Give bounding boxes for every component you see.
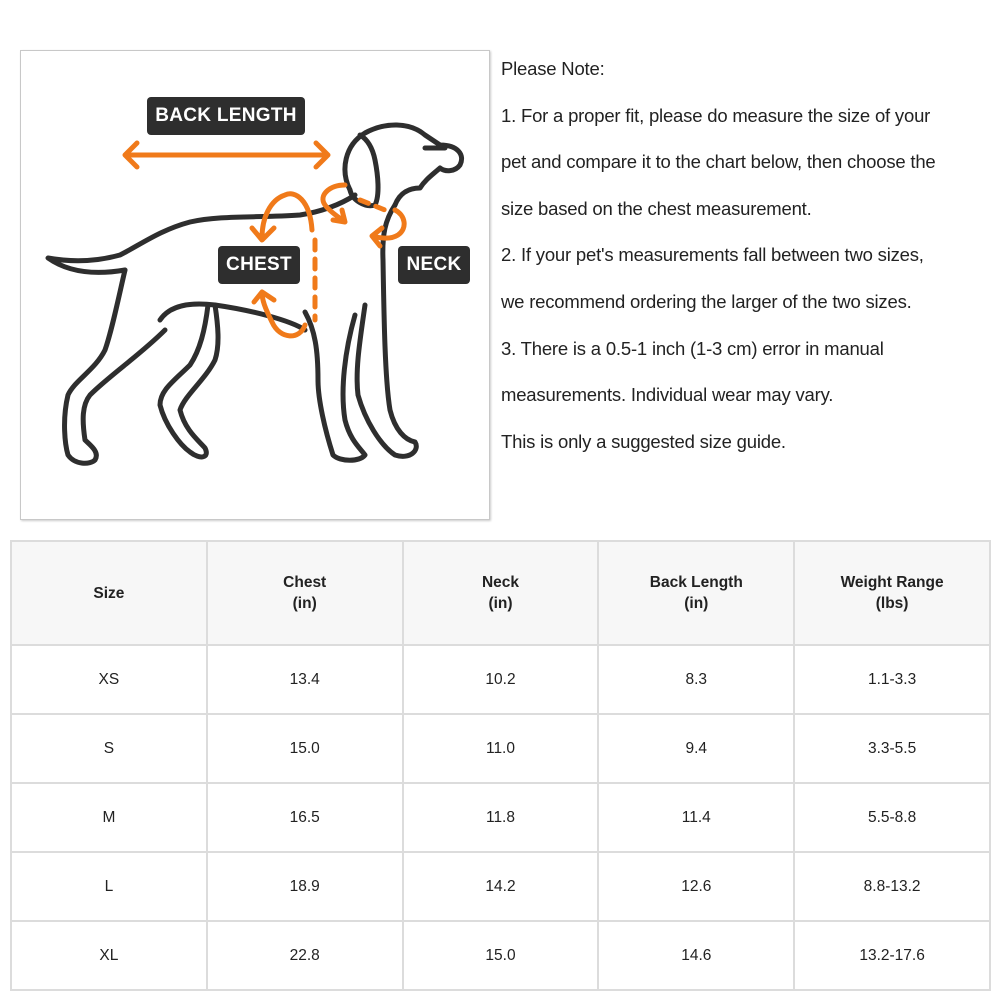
table-row: L 18.9 14.2 12.6 8.8-13.2 bbox=[10, 851, 991, 922]
chest-arrow-top bbox=[249, 191, 315, 243]
cell-chest: 13.4 bbox=[205, 644, 404, 715]
table-row: M 16.5 11.8 11.4 5.5-8.8 bbox=[10, 782, 991, 853]
table-row: XS 13.4 10.2 8.3 1.1-3.3 bbox=[10, 644, 991, 715]
neck-arrow-left bbox=[320, 182, 348, 225]
cell-chest: 16.5 bbox=[205, 782, 404, 853]
cell-chest: 22.8 bbox=[205, 920, 404, 991]
header-weight-range: Weight Range (lbs) bbox=[793, 540, 991, 646]
neck-dashed-line bbox=[357, 197, 393, 215]
cell-back-length: 9.4 bbox=[597, 713, 796, 784]
chest-label: CHEST bbox=[218, 246, 300, 284]
header-label: Weight Range bbox=[840, 574, 944, 591]
cell-neck: 10.2 bbox=[401, 644, 600, 715]
note-line: measurements. Individual wear may vary. bbox=[501, 384, 834, 406]
dog-outline bbox=[45, 122, 465, 466]
table-row: S 15.0 11.0 9.4 3.3-5.5 bbox=[10, 713, 991, 784]
cell-size: L bbox=[10, 851, 208, 922]
table-header-row: Size Chest (in) Neck (in) Back Length (in) … bbox=[10, 540, 991, 646]
header-label: Neck bbox=[481, 574, 520, 591]
dog-measurement-illustration-icon bbox=[45, 122, 465, 466]
note-line: we recommend ordering the larger of the … bbox=[501, 290, 912, 312]
header-unit: (in) bbox=[292, 595, 317, 612]
cell-size: XS bbox=[10, 644, 208, 715]
header-size: Size bbox=[10, 540, 208, 646]
header-label: Back Length bbox=[649, 574, 743, 591]
header-unit: (in) bbox=[684, 595, 709, 612]
note-line: 2. If your pet's measurements fall betwe… bbox=[501, 244, 924, 266]
cell-back-length: 12.6 bbox=[597, 851, 796, 922]
chest-arrow-bottom bbox=[251, 289, 308, 339]
header-neck: Neck (in) bbox=[401, 540, 600, 646]
cell-weight-range: 13.2-17.6 bbox=[793, 920, 991, 991]
cell-chest: 15.0 bbox=[205, 713, 404, 784]
cell-back-length: 14.6 bbox=[597, 920, 796, 991]
cell-neck: 11.0 bbox=[401, 713, 600, 784]
table-row: XL 22.8 15.0 14.6 13.2-17.6 bbox=[10, 920, 991, 991]
cell-size: XL bbox=[10, 920, 208, 991]
cell-neck: 14.2 bbox=[401, 851, 600, 922]
cell-size: S bbox=[10, 713, 208, 784]
cell-weight-range: 8.8-13.2 bbox=[793, 851, 991, 922]
header-unit: (lbs) bbox=[875, 595, 909, 612]
dog-measurement-figure: BACK LENGTH CHEST NECK bbox=[20, 50, 490, 520]
header-label: Size bbox=[93, 584, 125, 602]
cell-size: M bbox=[10, 782, 208, 853]
note-line: size based on the chest measurement. bbox=[501, 197, 812, 219]
header-label: Chest bbox=[283, 574, 327, 591]
neck-label: NECK bbox=[398, 246, 470, 284]
cell-back-length: 8.3 bbox=[597, 644, 796, 715]
neck-arrow-right bbox=[369, 207, 407, 249]
note-line: 1. For a proper fit, please do measure t… bbox=[501, 104, 931, 126]
size-chart-table: Size Chest (in) Neck (in) Back Length (in) … bbox=[10, 540, 991, 991]
back-length-label: BACK LENGTH bbox=[147, 97, 305, 135]
back-length-arrow bbox=[122, 140, 331, 170]
sizing-note: Please Note: 1. For a proper fit, please… bbox=[501, 46, 1000, 465]
header-unit: (in) bbox=[488, 595, 513, 612]
cell-weight-range: 5.5-8.8 bbox=[793, 782, 991, 853]
cell-weight-range: 3.3-5.5 bbox=[793, 713, 991, 784]
cell-weight-range: 1.1-3.3 bbox=[793, 644, 991, 715]
cell-back-length: 11.4 bbox=[597, 782, 796, 853]
cell-neck: 11.8 bbox=[401, 782, 600, 853]
note-line: pet and compare it to the chart below, t… bbox=[501, 151, 936, 173]
header-chest: Chest (in) bbox=[205, 540, 404, 646]
note-line: 3. There is a 0.5-1 inch (1-3 cm) error … bbox=[501, 337, 884, 359]
header-back-length: Back Length (in) bbox=[597, 540, 796, 646]
cell-chest: 18.9 bbox=[205, 851, 404, 922]
note-line: This is only a suggested size guide. bbox=[501, 430, 786, 452]
note-heading: Please Note: bbox=[501, 58, 605, 79]
measurement-arrows bbox=[122, 140, 407, 339]
cell-neck: 15.0 bbox=[401, 920, 600, 991]
